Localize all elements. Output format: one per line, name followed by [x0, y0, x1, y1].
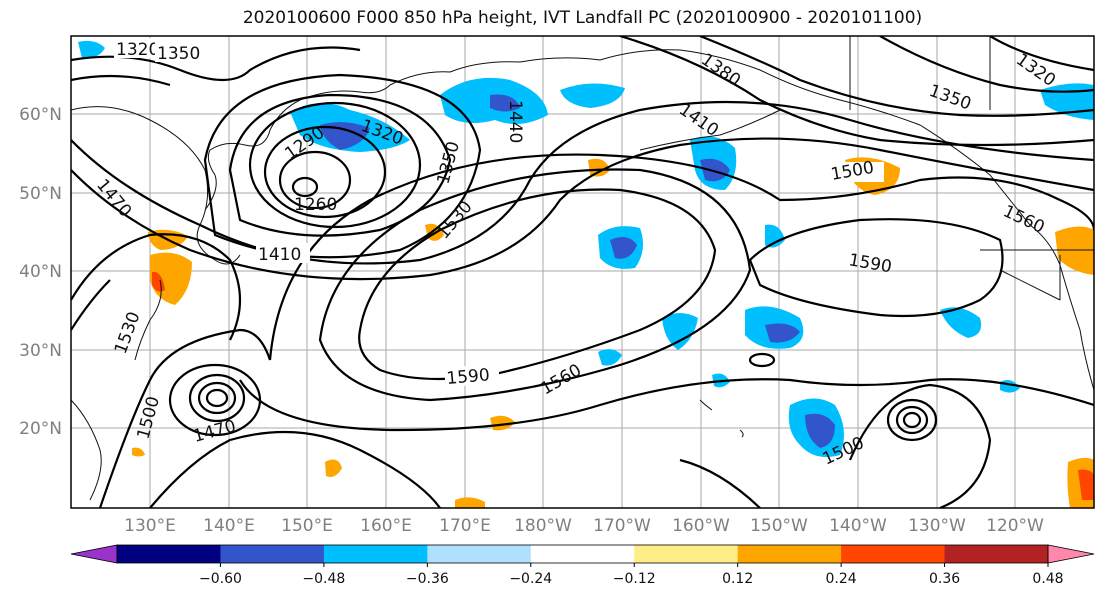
lon-label: 160°E [360, 516, 412, 536]
lon-label: 160°W [672, 516, 730, 536]
colorbar-tick-label: 0.48 [1032, 571, 1063, 587]
lat-label: 50°N [19, 184, 62, 204]
colorbar-tick-label: 0.24 [826, 571, 857, 587]
lon-label: 180°W [514, 516, 572, 536]
lat-label: 40°N [19, 262, 62, 282]
contour-label: 1350 [157, 44, 200, 64]
lat-axis-labels: 60°N 50°N 40°N 30°N 20°N [19, 105, 62, 439]
lon-label: 120°W [986, 516, 1044, 536]
colorbar-extend-high [1048, 545, 1094, 563]
colorbar-segment [841, 545, 946, 563]
colorbar-segment [530, 545, 635, 563]
colorbar-tick-label: 0.36 [929, 571, 960, 587]
colorbar-tick-label: −0.48 [302, 571, 345, 587]
colorbar-segment [944, 545, 1049, 563]
lon-axis-labels: 130°E 140°E 150°E 160°E 170°E 180°W 170°… [124, 516, 1044, 536]
map-title: 2020100600 F000 850 hPa height, IVT Land… [242, 8, 923, 28]
colorbar-tick-label: −0.60 [199, 571, 242, 587]
map-frame [70, 35, 1095, 509]
colorbar-segment [117, 545, 221, 563]
lon-label: 170°W [593, 516, 651, 536]
colorbar-segment [323, 545, 428, 563]
lon-label: 130°E [124, 516, 176, 536]
lat-label: 60°N [19, 105, 62, 125]
colorbar-segment [427, 545, 532, 563]
lon-label: 150°W [750, 516, 808, 536]
lon-label: 130°W [908, 516, 966, 536]
lat-label: 30°N [19, 341, 62, 361]
coastlines [71, 36, 1094, 501]
contour-label: 1260 [294, 195, 337, 215]
lon-label: 140°E [203, 516, 255, 536]
contour-label: 1590 [446, 365, 491, 389]
lon-label: 170°E [439, 516, 491, 536]
colorbar-extend-low [71, 545, 117, 563]
colorbar-segment [220, 545, 325, 563]
height-contours [71, 36, 1094, 508]
colorbar-segment [634, 545, 739, 563]
colorbar-tick-label: −0.12 [613, 571, 656, 587]
colorbar-tick-label: 0.12 [722, 571, 753, 587]
contour-label: 1320 [116, 40, 159, 60]
contour-label: 1440 [505, 100, 525, 143]
lat-label: 20°N [19, 419, 62, 439]
colorbar-tick-label: −0.36 [406, 571, 449, 587]
colorbar-tick-label: −0.24 [509, 571, 552, 587]
colorbar-segment [737, 545, 842, 563]
lon-label: 140°W [829, 516, 887, 536]
lon-label: 150°E [281, 516, 333, 536]
contour-label: 1410 [258, 245, 301, 265]
colorbar: −0.60 −0.48 −0.36 −0.24 −0.12 0.12 0.24 0.36 0.4… [70, 544, 1095, 587]
